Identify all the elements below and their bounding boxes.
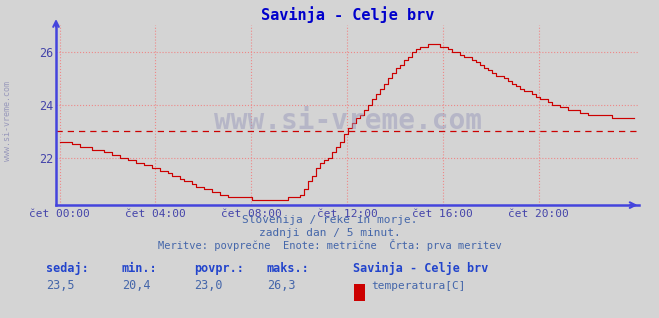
Text: www.si-vreme.com: www.si-vreme.com: [3, 81, 13, 161]
Text: povpr.:: povpr.:: [194, 262, 244, 275]
Text: 23,5: 23,5: [46, 280, 74, 292]
Text: 20,4: 20,4: [122, 280, 150, 292]
Text: 26,3: 26,3: [267, 280, 295, 292]
Text: zadnji dan / 5 minut.: zadnji dan / 5 minut.: [258, 228, 401, 238]
Text: sedaj:: sedaj:: [46, 262, 89, 275]
Text: maks.:: maks.:: [267, 262, 310, 275]
Text: 23,0: 23,0: [194, 280, 223, 292]
Text: Meritve: povprečne  Enote: metrične  Črta: prva meritev: Meritve: povprečne Enote: metrične Črta:…: [158, 239, 501, 251]
Text: www.si-vreme.com: www.si-vreme.com: [214, 107, 482, 135]
Text: min.:: min.:: [122, 262, 158, 275]
Title: Savinja - Celje brv: Savinja - Celje brv: [261, 6, 434, 23]
Text: Slovenija / reke in morje.: Slovenija / reke in morje.: [242, 215, 417, 225]
Text: Savinja - Celje brv: Savinja - Celje brv: [353, 262, 488, 275]
Text: temperatura[C]: temperatura[C]: [371, 281, 465, 291]
